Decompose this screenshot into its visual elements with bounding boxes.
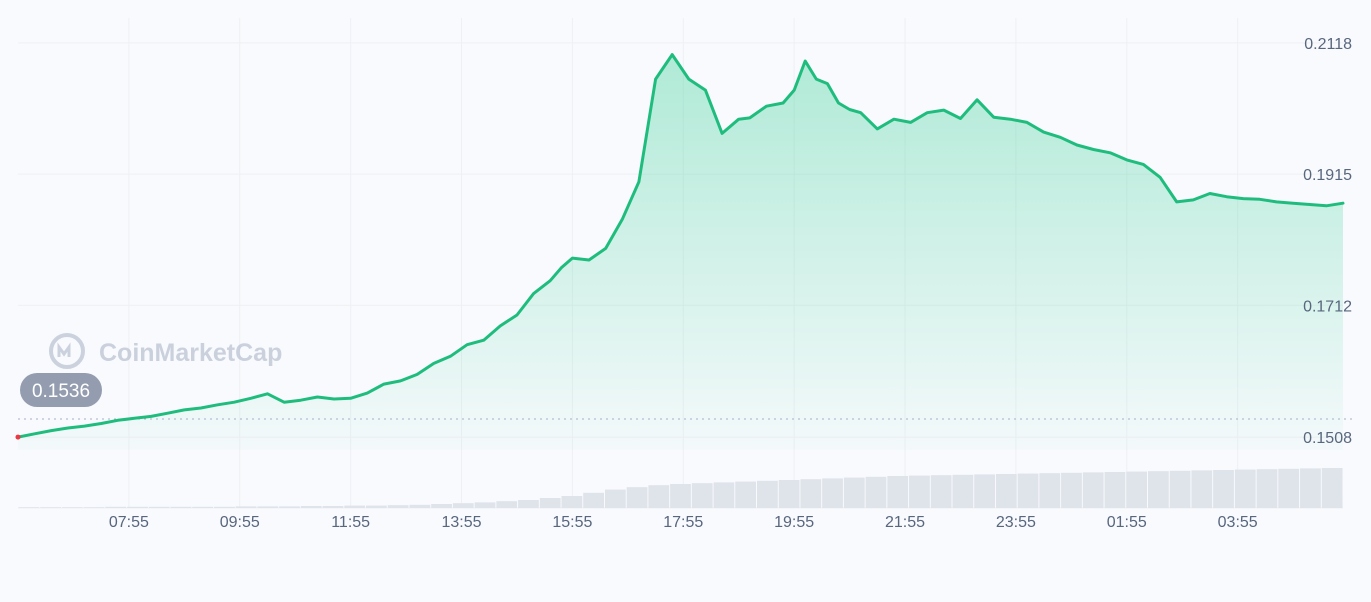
volume-bar (713, 482, 735, 508)
volume-bar (235, 506, 257, 508)
volume-bar (1169, 470, 1191, 508)
volume-bar (561, 496, 583, 508)
x-tick-label: 01:55 (1107, 514, 1147, 531)
x-tick-label: 07:55 (109, 514, 149, 531)
start-price-label: 0.1536 (32, 381, 90, 402)
volume-bar (170, 506, 192, 508)
watermark: CoinMarketCap (49, 333, 282, 369)
volume-bar (670, 484, 691, 508)
volume-bar (1234, 469, 1256, 508)
start-point-dot (15, 434, 21, 440)
volume-bar (757, 480, 778, 508)
volume-bar (1126, 471, 1148, 508)
x-tick-label: 21:55 (885, 514, 925, 531)
volume-bar (735, 481, 757, 508)
volume-bar (474, 502, 496, 508)
volume-bar (344, 505, 366, 508)
volume-bar (952, 474, 974, 508)
volume-bar (604, 489, 626, 508)
volume-bar (257, 506, 279, 508)
x-axis-ticks: 07:55 09:55 11:55 13:55 15:55 17:55 19:55 21:55… (109, 514, 1258, 531)
x-tick-label: 03:55 (1218, 514, 1258, 531)
volume-bar (974, 474, 995, 508)
volume-bar (518, 500, 539, 508)
volume-bar (1213, 470, 1234, 508)
coinmarketcap-logo-icon (49, 333, 85, 369)
volume-bar (148, 506, 170, 508)
volume-bar (1321, 468, 1343, 508)
volume-bar (1148, 471, 1169, 508)
volume-bar (539, 498, 561, 508)
volume-bar (1039, 473, 1061, 508)
volume-bar (995, 474, 1017, 508)
volume-bar (40, 507, 61, 508)
volume-bar (213, 506, 235, 508)
volume-bar (1191, 470, 1213, 508)
volume-bar (127, 506, 148, 508)
volume-bar (909, 475, 930, 508)
volume-bar (496, 501, 518, 508)
volume-bar (930, 475, 952, 508)
volume-bar (1017, 473, 1039, 508)
x-tick-label: 11:55 (331, 514, 370, 531)
y-axis-ticks: 0.2118 0.1915 0.1712 0.1508 (1303, 36, 1352, 447)
volume-bar (387, 505, 409, 508)
volume-bar (822, 478, 843, 508)
y-tick-label: 0.1915 (1303, 167, 1352, 184)
price-line (16, 53, 1345, 439)
y-tick-label: 0.2118 (1304, 36, 1352, 53)
volume-bar (452, 503, 474, 508)
volume-bar (409, 504, 431, 508)
volume-bar (192, 506, 213, 508)
volume-bar (83, 507, 105, 508)
volume-bar (648, 485, 670, 508)
volume-bar (18, 507, 40, 508)
volume-bar (279, 506, 300, 508)
volume-bar (1278, 468, 1300, 508)
volume-bar (887, 476, 909, 508)
volume-bar (1256, 469, 1278, 508)
volume-bar (322, 506, 344, 508)
watermark-text: CoinMarketCap (99, 339, 282, 367)
y-tick-label: 0.1712 (1303, 298, 1352, 315)
volume-bar (843, 477, 865, 508)
x-tick-label: 13:55 (441, 514, 481, 531)
volume-bar (691, 483, 713, 508)
price-line-layer (15, 53, 1345, 440)
volume-bars (18, 468, 1343, 508)
y-tick-label: 0.1508 (1303, 430, 1352, 447)
volume-bar (1300, 468, 1321, 508)
price-area (18, 54, 1343, 450)
volume-bar (431, 504, 452, 508)
x-tick-label: 19:55 (774, 514, 814, 531)
start-price-pill-bg (20, 373, 102, 407)
volume-bar (300, 506, 322, 508)
volume-bar (1082, 472, 1104, 508)
volume-bar (1061, 472, 1082, 508)
price-area-fill (18, 54, 1343, 450)
volume-bar (800, 479, 822, 508)
start-price-pill: 0.1536 (20, 373, 102, 407)
x-tick-label: 17:55 (663, 514, 703, 531)
volume-bar (1104, 472, 1126, 508)
volume-bar (366, 505, 387, 508)
x-tick-label: 09:55 (220, 514, 260, 531)
volume-bar (865, 476, 887, 508)
volume-bar (778, 480, 800, 508)
x-tick-label: 23:55 (996, 514, 1036, 531)
volume-bar (61, 507, 83, 508)
volume-bar (105, 506, 127, 508)
volume-bar (583, 492, 604, 508)
volume-bar (626, 487, 648, 508)
x-tick-label: 15:55 (552, 514, 592, 531)
